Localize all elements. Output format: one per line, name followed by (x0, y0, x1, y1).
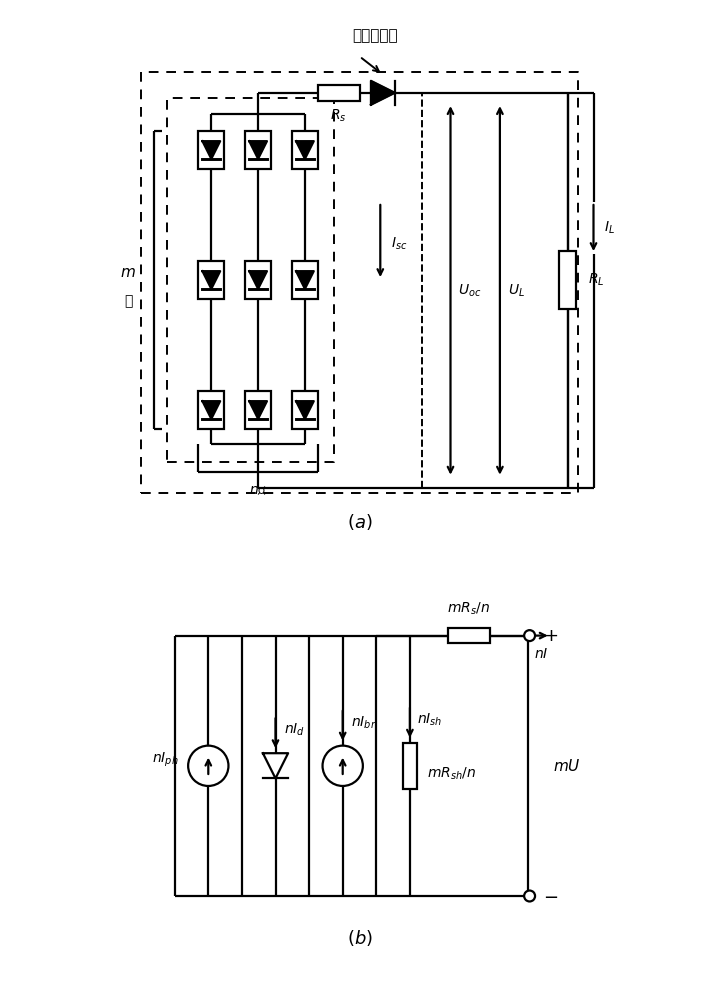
Text: 防反二极管: 防反二极管 (352, 28, 398, 43)
Bar (559, 251, 576, 309)
Polygon shape (203, 401, 220, 419)
Bar (198, 131, 224, 169)
Text: $nI$: $nI$ (533, 648, 549, 662)
Text: $I_L$: $I_L$ (604, 220, 615, 236)
Text: $+$: $+$ (543, 627, 558, 645)
Text: $m$: $m$ (120, 265, 136, 280)
Text: $nI_{sh}$: $nI_{sh}$ (418, 711, 443, 728)
Text: $-$: $-$ (543, 887, 558, 905)
Text: $nI_{br}$: $nI_{br}$ (351, 714, 377, 731)
Text: $mR_{sh}/n$: $mR_{sh}/n$ (426, 766, 476, 782)
Bar (292, 131, 318, 169)
Circle shape (323, 746, 363, 786)
Text: $U_{oc}$: $U_{oc}$ (458, 282, 482, 299)
Polygon shape (371, 81, 395, 105)
Polygon shape (249, 401, 267, 419)
Bar (448, 628, 490, 643)
Bar (292, 261, 318, 299)
Text: $n$条: $n$条 (249, 484, 267, 498)
Polygon shape (263, 753, 288, 778)
Polygon shape (296, 271, 313, 289)
Text: $mU$: $mU$ (553, 758, 580, 774)
Circle shape (188, 746, 229, 786)
Polygon shape (249, 271, 267, 289)
Polygon shape (203, 141, 220, 159)
Polygon shape (296, 401, 313, 419)
Text: $(a)$: $(a)$ (347, 512, 372, 532)
Text: $R_s$: $R_s$ (331, 108, 347, 124)
Polygon shape (203, 271, 220, 289)
Bar (245, 391, 271, 429)
Bar (198, 391, 224, 429)
Bar (245, 261, 271, 299)
Polygon shape (296, 141, 313, 159)
Text: $R_L$: $R_L$ (588, 272, 605, 288)
Bar (318, 85, 360, 101)
Bar (245, 131, 271, 169)
Text: $nI_d$: $nI_d$ (284, 722, 305, 738)
Bar (403, 743, 416, 789)
Circle shape (524, 891, 535, 901)
Polygon shape (249, 141, 267, 159)
Text: $I_{sc}$: $I_{sc}$ (390, 235, 407, 252)
Bar (292, 391, 318, 429)
Text: $U_L$: $U_L$ (508, 282, 525, 299)
Text: 个: 个 (124, 294, 132, 308)
Text: $(b)$: $(b)$ (347, 928, 372, 948)
Circle shape (524, 630, 535, 641)
Text: $nI_{ph}$: $nI_{ph}$ (152, 750, 178, 769)
Bar (198, 261, 224, 299)
Text: $mR_s/n$: $mR_s/n$ (447, 600, 490, 617)
